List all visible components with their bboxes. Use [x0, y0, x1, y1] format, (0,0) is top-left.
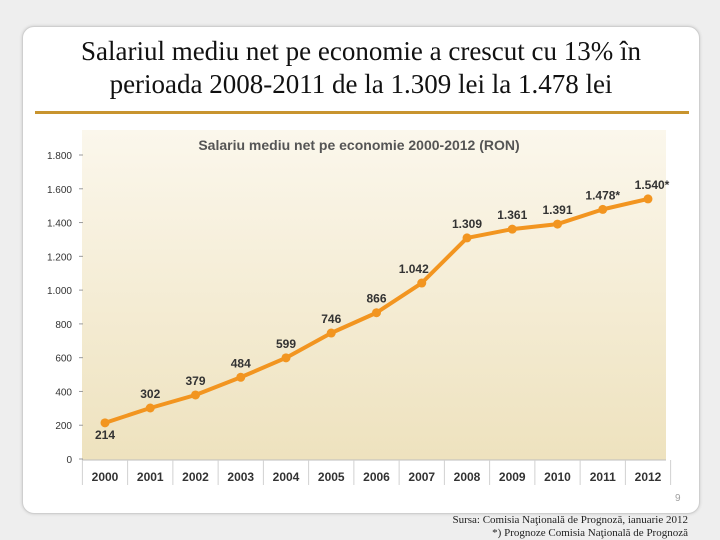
x-tick-label: 2001 [137, 470, 164, 484]
data-label: 866 [366, 292, 386, 306]
data-label: 484 [231, 356, 251, 370]
data-point [598, 204, 608, 214]
y-tick-label: 1.600 [47, 185, 72, 196]
y-tick-label: 0 [66, 455, 72, 466]
data-point [643, 194, 653, 204]
y-tick-label: 1.200 [47, 252, 72, 263]
x-tick-label: 2012 [635, 470, 662, 484]
source-line: Sursa: Comisia Naţională de Prognoză, ia… [452, 514, 688, 526]
data-point [326, 328, 336, 338]
x-tick-label: 2005 [318, 470, 345, 484]
data-point [236, 372, 246, 382]
data-label: 1.309 [452, 217, 482, 231]
data-label: 1.478* [585, 188, 620, 202]
forecast-note: *) Prognoze Comisia Naţională de Prognoz… [492, 527, 688, 539]
data-point [462, 233, 472, 243]
data-label: 379 [185, 374, 205, 388]
x-tick-label: 2002 [182, 470, 209, 484]
source-note: Sursa: Comisia Naţională de Prognoză, ia… [452, 514, 688, 540]
y-axis: 0 200 400 600 800 1.000 1.200 1.400 1.600 1.800 [47, 151, 83, 466]
plot-area [82, 130, 666, 460]
data-label: 746 [321, 312, 341, 326]
data-point [100, 418, 110, 428]
data-label: 1.391 [542, 203, 572, 217]
data-point [145, 403, 155, 413]
y-tick-label: 400 [55, 387, 72, 398]
x-tick-label: 2011 [590, 470, 616, 484]
data-point [507, 224, 517, 234]
y-tick-label: 1.000 [47, 286, 72, 297]
slide-title-line-1: Salariul mediu net pe economie a crescut… [80, 36, 642, 66]
data-label: 302 [140, 387, 160, 401]
slide-title: Salariul mediu net pe economie a crescut… [23, 35, 699, 101]
chart-title: Salariu mediu net pe economie 2000-2012 … [198, 137, 519, 153]
data-label: 1.042 [399, 262, 429, 276]
data-label: 599 [276, 337, 296, 351]
data-labels: 214 302 379 484 599 746 866 1.042 1.309 1.361 1.39… [95, 178, 670, 442]
series-salary [100, 194, 653, 428]
y-tick-label: 600 [55, 354, 72, 365]
x-tick-label: 2007 [408, 470, 435, 484]
y-tick-label: 1.400 [47, 219, 72, 230]
title-divider [35, 111, 689, 114]
y-tick-label: 800 [55, 320, 72, 331]
slide-number: 9 [675, 493, 681, 504]
x-tick-label: 2008 [454, 470, 481, 484]
data-point [191, 390, 200, 400]
data-point [553, 219, 562, 229]
data-point [372, 308, 381, 318]
x-tick-label: 2009 [499, 470, 526, 484]
x-tick-label: 2003 [227, 470, 254, 484]
x-tick-label: 2006 [363, 470, 390, 484]
data-label: 214 [95, 428, 115, 442]
x-tick-label: 2010 [544, 470, 571, 484]
slide-title-line-2: perioada 2008-2011 de la 1.309 lei la 1.… [109, 69, 613, 99]
y-tick-label: 200 [55, 421, 72, 432]
data-point [281, 353, 291, 363]
x-tick-label: 2000 [92, 470, 119, 484]
x-axis: 2000 2001 2002 2003 2004 2005 2006 2007 2008 2009… [81, 459, 672, 485]
data-label: 1.361 [497, 208, 527, 222]
y-tick-label: 1.800 [47, 151, 72, 162]
x-tick-label: 2004 [273, 470, 300, 484]
data-label: 1.540* [635, 178, 670, 192]
data-point [417, 278, 427, 288]
